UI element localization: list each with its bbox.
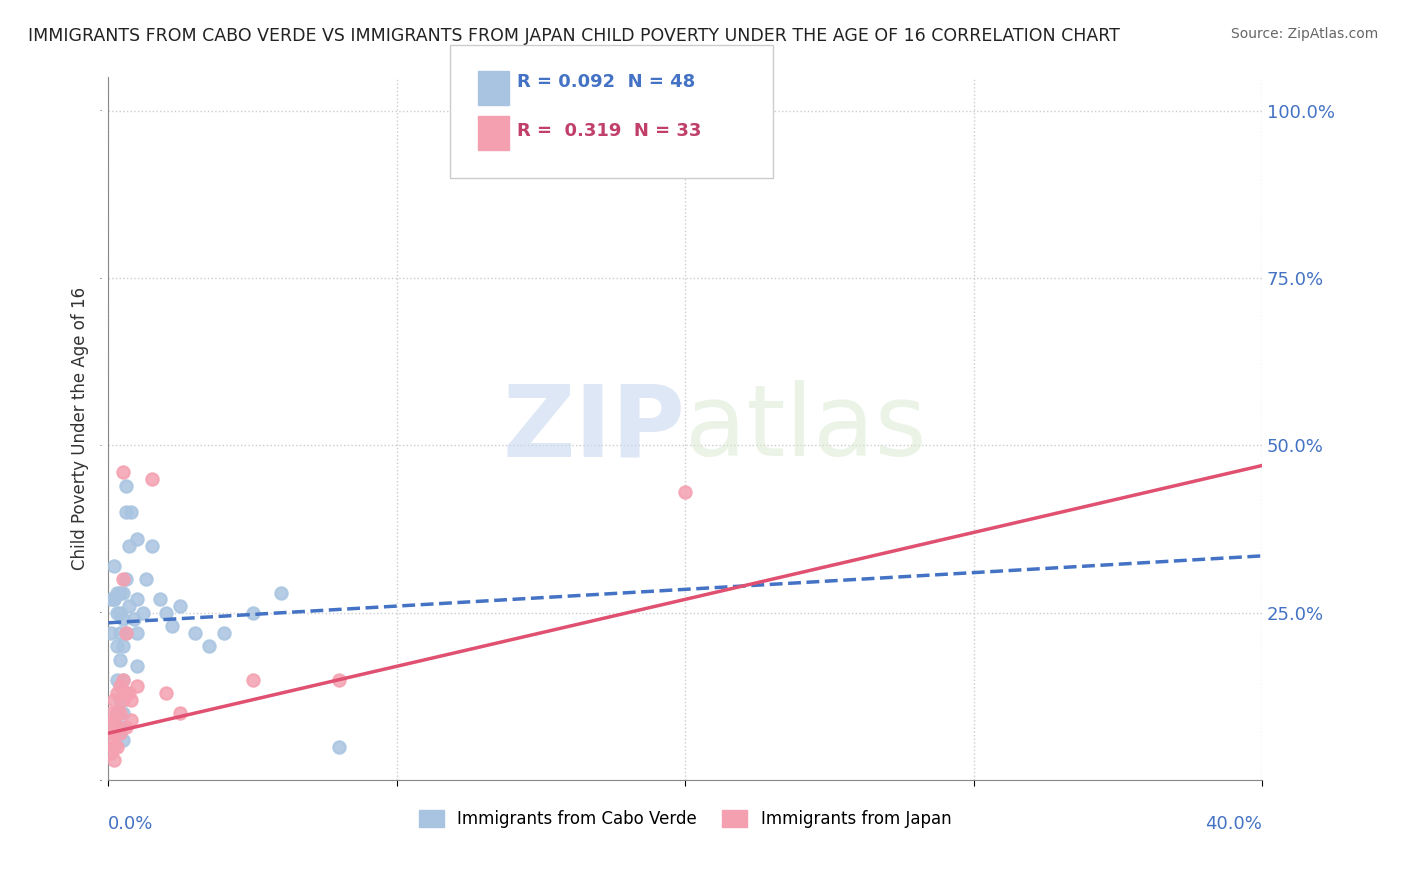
Point <box>141 472 163 486</box>
Point <box>103 726 125 740</box>
Point <box>114 625 136 640</box>
Text: atlas: atlas <box>685 380 927 477</box>
Point <box>114 572 136 586</box>
Point <box>103 558 125 573</box>
Text: R =  0.319  N = 33: R = 0.319 N = 33 <box>517 121 702 139</box>
Point <box>242 606 264 620</box>
Point <box>114 625 136 640</box>
Point <box>111 465 134 479</box>
Point <box>127 659 149 673</box>
Point <box>114 505 136 519</box>
Point <box>117 599 139 613</box>
Point <box>160 619 183 633</box>
Point <box>212 625 235 640</box>
Point <box>103 713 125 727</box>
Y-axis label: Child Poverty Under the Age of 16: Child Poverty Under the Age of 16 <box>72 287 89 570</box>
Point <box>105 686 128 700</box>
Point <box>127 532 149 546</box>
Point <box>100 706 122 720</box>
Point <box>108 625 131 640</box>
Point <box>169 706 191 720</box>
Point <box>127 592 149 607</box>
Point <box>127 625 149 640</box>
Text: IMMIGRANTS FROM CABO VERDE VS IMMIGRANTS FROM JAPAN CHILD POVERTY UNDER THE AGE : IMMIGRANTS FROM CABO VERDE VS IMMIGRANTS… <box>28 27 1121 45</box>
Point <box>105 585 128 599</box>
Point <box>111 732 134 747</box>
Point <box>108 692 131 706</box>
Point <box>103 739 125 754</box>
Point <box>270 585 292 599</box>
Point <box>111 585 134 599</box>
Point <box>117 539 139 553</box>
Point <box>114 478 136 492</box>
Point <box>135 572 157 586</box>
Point <box>184 625 207 640</box>
Point <box>114 686 136 700</box>
Point <box>103 692 125 706</box>
Point <box>108 726 131 740</box>
Text: R = 0.092  N = 48: R = 0.092 N = 48 <box>517 73 696 91</box>
Point <box>111 673 134 687</box>
Point <box>100 746 122 760</box>
Point <box>108 606 131 620</box>
Point <box>132 606 155 620</box>
Point <box>103 592 125 607</box>
Text: 40.0%: 40.0% <box>1205 815 1263 833</box>
Point <box>120 713 142 727</box>
Point <box>120 692 142 706</box>
Point <box>100 625 122 640</box>
Point <box>242 673 264 687</box>
Point <box>149 592 172 607</box>
Point <box>111 612 134 626</box>
Text: ZIP: ZIP <box>502 380 685 477</box>
Point <box>328 673 350 687</box>
Point <box>124 612 146 626</box>
Point <box>111 692 134 706</box>
Point <box>100 732 122 747</box>
Point <box>673 485 696 500</box>
Point <box>111 706 134 720</box>
Point <box>127 679 149 693</box>
Point <box>198 639 221 653</box>
Point <box>114 719 136 733</box>
Point <box>105 606 128 620</box>
Point <box>108 679 131 693</box>
Point <box>141 539 163 553</box>
Point <box>105 673 128 687</box>
Point <box>155 606 177 620</box>
Point <box>169 599 191 613</box>
Point <box>328 739 350 754</box>
Legend: Immigrants from Cabo Verde, Immigrants from Japan: Immigrants from Cabo Verde, Immigrants f… <box>419 810 950 828</box>
Point <box>117 686 139 700</box>
Point <box>105 706 128 720</box>
Point <box>108 585 131 599</box>
Point <box>108 706 131 720</box>
Point <box>103 753 125 767</box>
Point <box>111 673 134 687</box>
Point <box>100 719 122 733</box>
Point <box>105 719 128 733</box>
Point <box>105 639 128 653</box>
Point <box>105 739 128 754</box>
Point <box>103 592 125 607</box>
Point <box>105 719 128 733</box>
Point <box>100 592 122 607</box>
Point <box>108 652 131 666</box>
Point <box>120 505 142 519</box>
Point <box>111 639 134 653</box>
Text: Source: ZipAtlas.com: Source: ZipAtlas.com <box>1230 27 1378 41</box>
Point <box>111 572 134 586</box>
Point <box>155 686 177 700</box>
Point <box>108 719 131 733</box>
Point <box>105 706 128 720</box>
Text: 0.0%: 0.0% <box>108 815 153 833</box>
